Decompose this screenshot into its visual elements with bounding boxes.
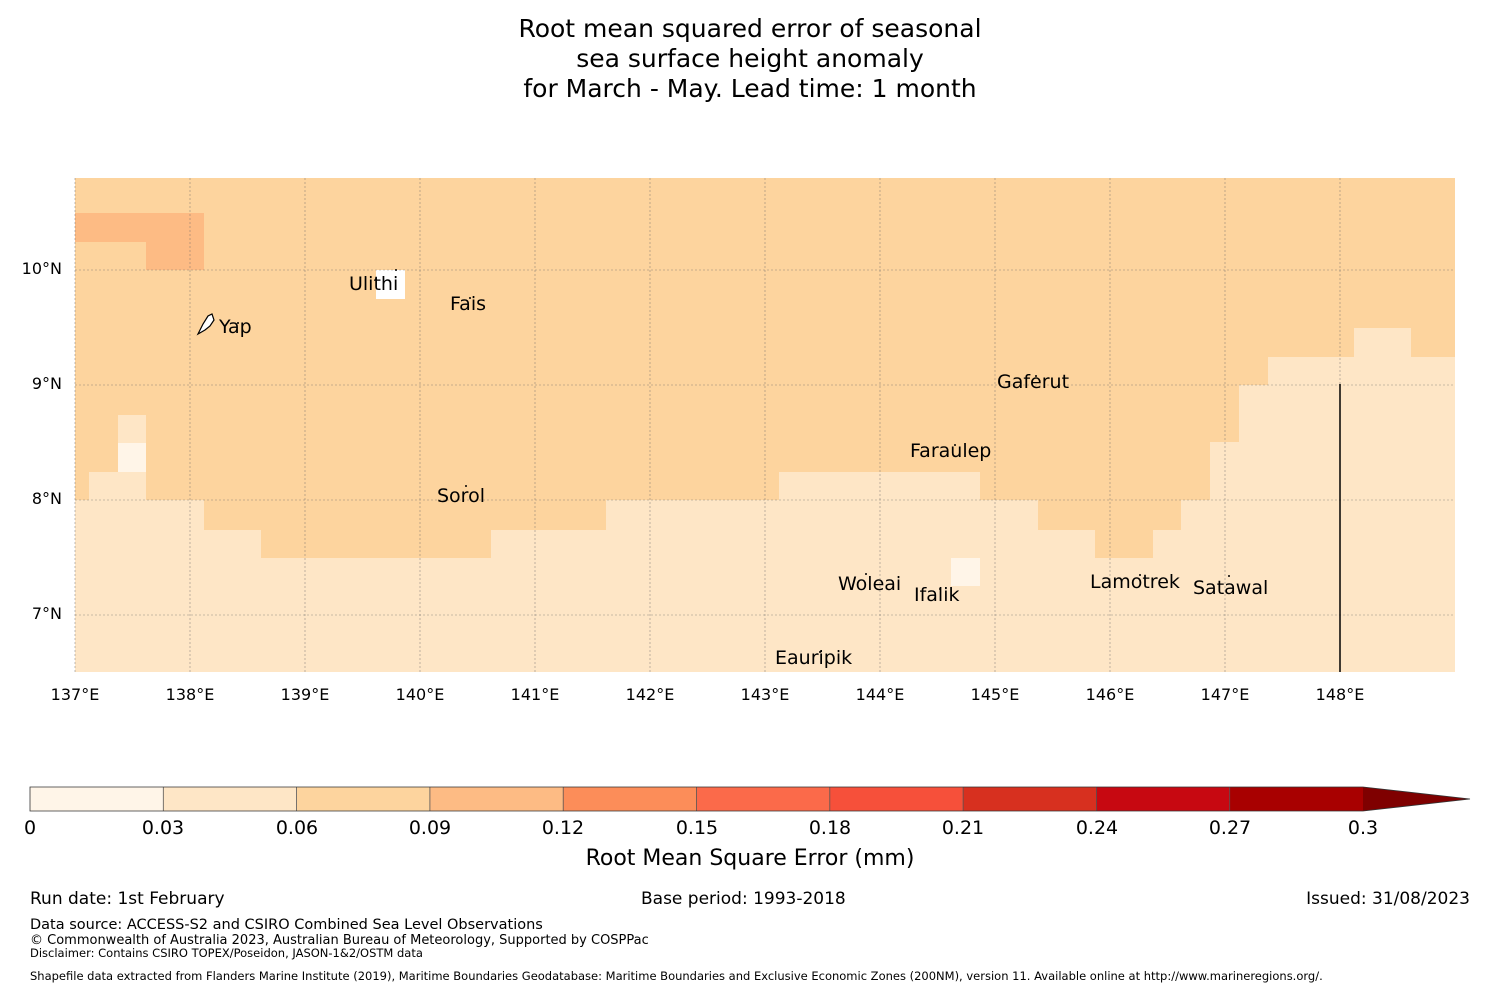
- colorbar: [29, 786, 1471, 812]
- copyright: © Commonwealth of Australia 2023, Austra…: [30, 933, 649, 948]
- run-date: Run date: 1st February: [30, 889, 225, 909]
- lon-label-146e: 146°E: [1085, 685, 1135, 704]
- lon-label-147e: 147°E: [1200, 685, 1250, 704]
- lon-label-140e: 140°E: [395, 685, 445, 704]
- island-dot: [1228, 575, 1230, 577]
- rmse-region-low: [89, 472, 146, 500]
- island-dot: [1139, 574, 1141, 576]
- colorbar-tick-1: 0.03: [141, 817, 185, 839]
- rmse-region-lowest: [951, 558, 980, 586]
- colorbar-segment: [563, 787, 697, 811]
- colorbar-segment: [696, 787, 831, 811]
- colorbar-segment: [163, 787, 298, 811]
- lon-label-137e: 137°E: [50, 685, 100, 704]
- lat-label-7n: 7°N: [31, 604, 62, 623]
- data-source: Data source: ACCESS-S2 and CSIRO Combine…: [30, 917, 543, 933]
- place-label-sorol: Sorol: [437, 485, 485, 507]
- lon-label-143e: 143°E: [740, 685, 790, 704]
- lon-label-145e: 145°E: [970, 685, 1020, 704]
- island-markers: [196, 269, 1230, 653]
- issued-date: Issued: 31/08/2023: [1306, 889, 1470, 909]
- chart-title: Root mean squared error of seasonal sea …: [0, 14, 1500, 104]
- disclaimer: Disclaimer: Contains CSIRO TOPEX/Poseido…: [30, 946, 423, 960]
- place-label-gaferut: Gaferut: [997, 371, 1070, 393]
- place-label-eauripik: Eauripik: [775, 647, 853, 669]
- map-gridlines: [74, 178, 1455, 672]
- colorbar-segment: [963, 787, 1097, 811]
- island-dot: [237, 322, 239, 324]
- rmse-region-low: [118, 415, 146, 443]
- island-dot: [1035, 375, 1037, 377]
- place-label-fais: Fais: [450, 293, 487, 315]
- lon-label-142e: 142°E: [625, 685, 675, 704]
- colorbar-label: Root Mean Square Error (mm): [585, 846, 915, 871]
- place-label-woleai: Woleai: [838, 573, 902, 595]
- place-label-satawal: Satawal: [1193, 577, 1269, 599]
- island-dot: [819, 651, 821, 653]
- lon-label-139e: 139°E: [280, 685, 330, 704]
- shapefile-credit: Shapefile data extracted from Flanders M…: [30, 969, 1323, 983]
- rmse-region-lowest: [118, 443, 146, 472]
- island-dot: [954, 444, 956, 446]
- title-line-1: Root mean squared error of seasonal: [518, 14, 982, 43]
- colorbar-segment: [829, 787, 964, 811]
- colorbar-tick-6: 0.18: [808, 817, 852, 839]
- colorbar-tick-7: 0.21: [941, 817, 985, 839]
- island-dot: [395, 269, 397, 271]
- lon-label-148e: 148°E: [1315, 685, 1365, 704]
- title-line-3: for March - May. Lead time: 1 month: [523, 74, 977, 103]
- colorbar-extend-arrow: [1363, 787, 1470, 811]
- lat-label-10n: 10°N: [21, 259, 62, 278]
- place-label-lamotrek: Lamotrek: [1090, 571, 1180, 593]
- island-cell-ulithi: [376, 270, 405, 299]
- place-label-faraulep: Faraulep: [910, 440, 992, 462]
- island-dot: [865, 573, 867, 575]
- island-dot: [375, 278, 377, 280]
- rmse-region-high-nw: [75, 213, 204, 242]
- colorbar-tick-10: 0.3: [1347, 817, 1379, 839]
- colorbar-tick-8: 0.24: [1075, 817, 1119, 839]
- colorbar-tick-5: 0.15: [675, 817, 719, 839]
- island-dot: [465, 485, 467, 487]
- colorbar-tick-3: 0.09: [408, 817, 452, 839]
- yap-island-shape: [196, 313, 215, 336]
- lat-label-9n: 9°N: [31, 374, 62, 393]
- place-label-ifalik: Ifalik: [914, 584, 960, 606]
- lon-label-138e: 138°E: [165, 685, 215, 704]
- colorbar-segment: [296, 787, 431, 811]
- lat-label-8n: 8°N: [31, 489, 62, 508]
- colorbar-segment: [1229, 787, 1364, 811]
- colorbar-tick-9: 0.27: [1208, 817, 1252, 839]
- lon-label-141e: 141°E: [510, 685, 560, 704]
- colorbar-segment: [429, 787, 564, 811]
- colorbar-segment: [1096, 787, 1231, 811]
- island-dot: [469, 297, 471, 299]
- rmse-region-high-nw: [146, 242, 204, 270]
- place-label-yap: Yap: [219, 316, 252, 338]
- island-dot: [939, 588, 941, 590]
- colorbar-segment: [30, 787, 164, 811]
- colorbar-outline: [29, 786, 1471, 812]
- place-label-ulithi: Ulithi: [349, 273, 399, 295]
- base-period: Base period: 1993-2018: [641, 889, 846, 909]
- lon-label-144e: 144°E: [855, 685, 905, 704]
- colorbar-tick-2: 0.06: [275, 817, 319, 839]
- title-line-2: sea surface height anomaly: [576, 44, 924, 73]
- colorbar-tick-4: 0.12: [541, 817, 585, 839]
- colorbar-tick-0: 0: [23, 817, 37, 839]
